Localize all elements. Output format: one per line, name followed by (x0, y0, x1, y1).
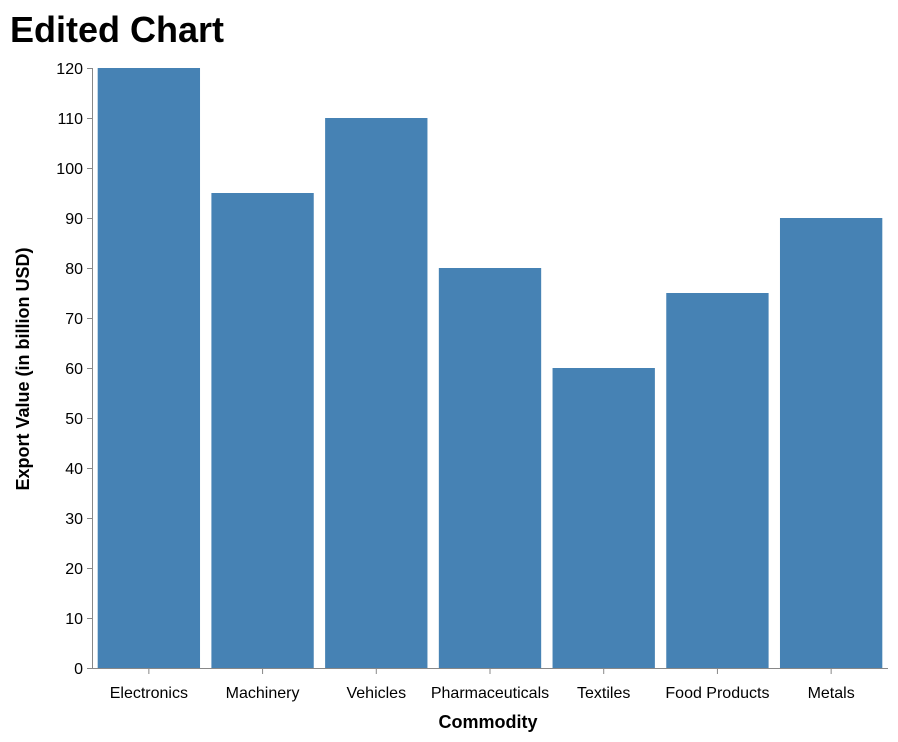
x-tick-label: Metals (808, 685, 855, 702)
y-tick-label: 120 (56, 61, 83, 78)
y-tick-label: 50 (65, 411, 83, 428)
y-tick-label: 90 (65, 211, 83, 228)
y-tick-label: 60 (65, 361, 83, 378)
bar-pharmaceuticals (438, 268, 542, 668)
y-tick-label: 110 (57, 111, 83, 128)
y-tick-label: 0 (74, 661, 83, 678)
y-tick-label: 100 (56, 161, 83, 178)
y-tick-label: 10 (65, 611, 83, 628)
x-tick-label: Pharmaceuticals (431, 685, 549, 702)
bar-food-products (666, 293, 769, 668)
y-tick-label: 20 (65, 561, 83, 578)
bar-metals (779, 218, 883, 668)
y-tick-label: 40 (65, 461, 83, 478)
bar-vehicles (325, 118, 428, 668)
y-tick-label: 80 (65, 261, 83, 278)
x-axis: Electronics Machinery Vehicles Pharmaceutic… (92, 668, 888, 702)
bar-electronics (97, 68, 201, 668)
chart-title: Edited Chart (10, 9, 224, 50)
y-tick-label: 70 (65, 311, 83, 328)
bars-group (97, 68, 883, 668)
x-tick-label: Electronics (110, 685, 188, 702)
y-axis-title: Export Value (in billion USD) (13, 247, 33, 490)
x-tick-label: Textiles (577, 685, 630, 702)
x-tick-label: Vehicles (346, 685, 406, 702)
x-axis-title: Commodity (439, 712, 538, 732)
x-tick-label: Food Products (665, 685, 769, 702)
y-tick-label: 30 (65, 511, 83, 528)
bar-textiles (552, 368, 655, 668)
bar-machinery (211, 193, 314, 668)
x-tick-label: Machinery (226, 685, 300, 702)
y-axis: 0 10 20 30 40 50 60 70 80 90 100 110 120 (56, 61, 93, 678)
